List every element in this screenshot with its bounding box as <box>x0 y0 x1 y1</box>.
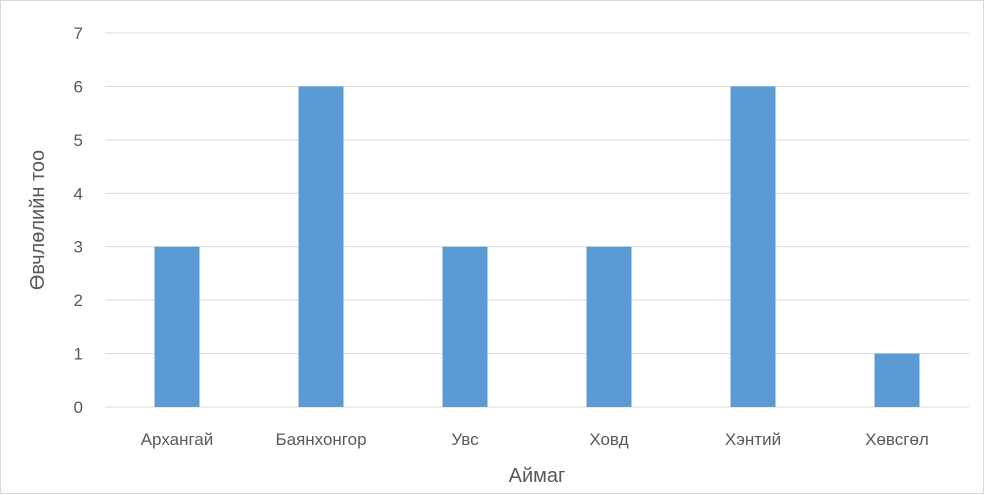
y-axis-title: Өвчлөлийн тоо <box>27 150 49 290</box>
y-tick-label: 7 <box>74 24 83 43</box>
x-tick-label: Увс <box>451 430 479 449</box>
x-tick-label: Хэнтий <box>725 430 781 449</box>
y-tick-label: 3 <box>74 238 83 257</box>
x-tick-label: Архангай <box>141 430 214 449</box>
x-tick-label: Хөвсгөл <box>865 430 929 449</box>
y-tick-label: 1 <box>74 345 83 364</box>
gridlines <box>105 32 969 408</box>
y-tick-label: 2 <box>74 291 83 310</box>
bar <box>586 246 632 407</box>
y-tick-label: 6 <box>74 77 83 96</box>
bar <box>874 353 920 407</box>
bar <box>154 246 200 407</box>
x-tick-label: Ховд <box>589 430 628 449</box>
y-tick-label: 0 <box>74 398 83 417</box>
x-axis-title: Аймаг <box>509 465 566 487</box>
bar <box>442 246 488 407</box>
x-tick-label: Баянхонгор <box>275 430 366 449</box>
bars <box>154 86 920 407</box>
x-axis-ticks: Архангай Баянхонгор Увс Ховд Хэнтий Хөвсгөл <box>141 430 929 449</box>
bar <box>298 86 344 407</box>
y-tick-label: 5 <box>74 131 83 150</box>
bar <box>730 86 776 407</box>
y-axis-ticks: 0 1 2 3 4 5 6 7 <box>74 24 83 417</box>
y-tick-label: 4 <box>74 184 83 203</box>
